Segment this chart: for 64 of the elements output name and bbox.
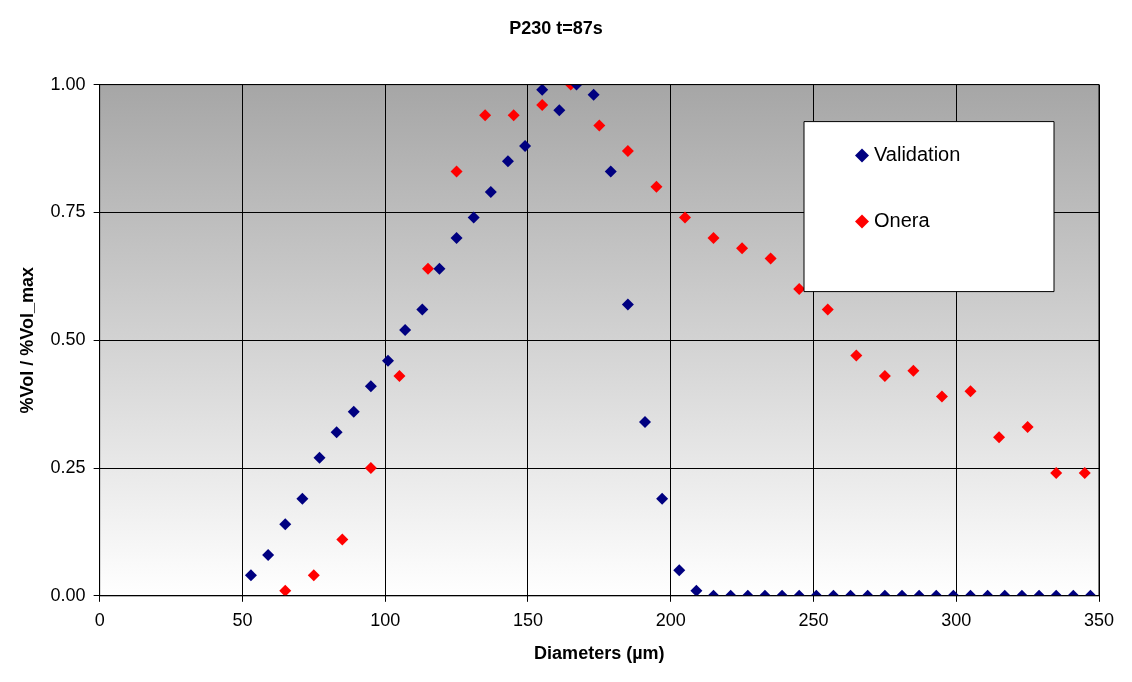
point [484, 185, 497, 198]
point [536, 99, 549, 112]
point [501, 155, 514, 168]
point [347, 405, 360, 418]
point [621, 145, 634, 158]
point [656, 492, 669, 505]
point [1021, 421, 1034, 434]
y-tick-label: 0.75 [50, 201, 86, 222]
point [433, 262, 446, 275]
point [587, 88, 600, 101]
y-axis-title: %Vol / %Vol_max [16, 267, 37, 414]
point [707, 231, 720, 244]
point [262, 548, 275, 561]
point [364, 462, 377, 474]
x-tick-label: 150 [512, 609, 543, 630]
y-tick-label: 0.50 [50, 329, 86, 350]
point [399, 323, 412, 336]
point [678, 211, 691, 224]
point [364, 380, 377, 393]
x-tick-label: 100 [370, 609, 401, 630]
x-tick-label: 300 [941, 609, 972, 630]
x-tick-label: 250 [798, 609, 829, 630]
point [964, 385, 977, 398]
point [450, 231, 463, 244]
point [479, 109, 492, 122]
point [296, 492, 309, 505]
point [878, 369, 891, 382]
point [821, 303, 834, 316]
point [507, 109, 520, 122]
point [536, 84, 549, 96]
point [450, 165, 463, 178]
x-tick-label: 0 [94, 609, 105, 630]
y-tick-label: 0.00 [50, 584, 86, 605]
legend-label: Validation [874, 143, 961, 166]
y-tick-label: 1.00 [50, 73, 86, 94]
x-tick-label: 200 [655, 609, 686, 630]
point [935, 390, 948, 403]
point [690, 584, 703, 596]
point [907, 364, 920, 377]
chart-title: P230 t=87s [509, 17, 603, 38]
x-tick-label: 350 [1083, 609, 1115, 630]
point [850, 349, 863, 362]
point [639, 415, 651, 428]
point [279, 584, 292, 596]
y-tick-label: 0.25 [50, 456, 86, 477]
point [382, 354, 395, 367]
point [422, 262, 434, 275]
point [993, 431, 1006, 444]
point [330, 426, 343, 439]
point [416, 303, 429, 316]
point [736, 242, 749, 255]
point [313, 451, 326, 464]
x-tick-label: 50 [232, 609, 253, 630]
point [764, 252, 777, 265]
legend-label: Onera [874, 209, 931, 232]
point [593, 119, 606, 132]
point [467, 211, 480, 224]
point [604, 165, 617, 178]
point [621, 298, 634, 311]
x-axis-title: Diameters (µm) [534, 643, 665, 664]
point [519, 139, 532, 152]
point [553, 104, 566, 117]
point [393, 369, 406, 382]
point [650, 180, 663, 193]
